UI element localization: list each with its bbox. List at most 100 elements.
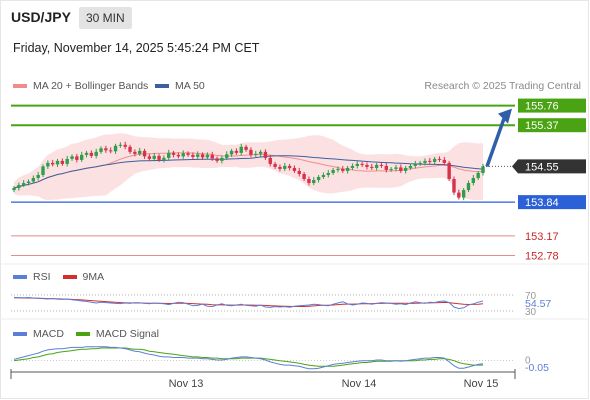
candle-body <box>55 160 60 165</box>
candle <box>336 166 340 173</box>
candle <box>408 163 413 170</box>
candle-body <box>452 179 456 193</box>
candle-body <box>316 176 321 181</box>
timeframe-button[interactable]: 30 MIN <box>79 7 132 29</box>
candle-body <box>167 152 171 158</box>
legend-rsi-ma-label: 9MA <box>82 271 105 283</box>
candle <box>99 146 103 154</box>
candle <box>186 151 190 157</box>
candle-body <box>147 156 152 159</box>
candle <box>75 153 79 163</box>
candle-body <box>123 144 127 147</box>
candle <box>399 164 403 173</box>
ma50-line <box>13 155 484 189</box>
candle <box>471 174 476 186</box>
candle <box>21 180 26 188</box>
candle-body <box>312 180 316 184</box>
rsi-level-label: 70 <box>525 291 537 302</box>
candle-body <box>41 166 45 175</box>
candle <box>225 151 229 160</box>
candle <box>447 160 451 182</box>
level-minor: 153.17 <box>11 231 559 243</box>
candle <box>316 174 321 183</box>
legend-ma50: MA 50 <box>155 80 205 92</box>
candle <box>79 151 84 162</box>
level-current: 154.55 <box>483 159 586 174</box>
candle-body <box>17 185 21 189</box>
candle-body <box>171 152 176 155</box>
candle <box>239 143 243 156</box>
candle <box>113 143 118 154</box>
candle-body <box>99 148 103 152</box>
candle <box>234 148 239 155</box>
rsi-value-label: 54.57 <box>525 298 551 310</box>
candle-body <box>442 159 447 163</box>
candle-body <box>428 160 432 162</box>
candle-body <box>46 162 50 167</box>
candle-body <box>205 154 210 158</box>
ma50-swatch <box>155 84 169 88</box>
macd-value-label: -0.05 <box>525 362 549 374</box>
candle <box>181 150 185 159</box>
candle-body <box>336 168 340 170</box>
candle <box>403 165 408 174</box>
candle <box>128 144 132 154</box>
candle <box>428 157 432 164</box>
candle <box>65 155 69 167</box>
candle-body <box>60 160 65 164</box>
legend-ma50-label: MA 50 <box>175 80 205 92</box>
candle-body <box>403 167 408 171</box>
candle-body <box>457 192 461 198</box>
candle <box>89 150 94 158</box>
candle <box>133 149 137 157</box>
candle <box>205 152 210 160</box>
candle <box>452 176 456 196</box>
candle <box>196 151 200 159</box>
candle <box>287 163 292 171</box>
candle-body <box>365 164 369 167</box>
candle <box>26 179 31 186</box>
level-resistance: 155.37 <box>11 118 586 133</box>
candle-body <box>379 164 384 166</box>
candle-body <box>36 174 40 178</box>
candle <box>263 149 268 160</box>
candle-body <box>118 144 123 146</box>
candle-body <box>399 167 403 171</box>
level-tag <box>518 195 586 210</box>
candle <box>341 165 345 173</box>
credit: Research © 2025 Trading Central <box>424 80 581 92</box>
candle <box>437 156 442 162</box>
candle <box>476 170 480 181</box>
candle <box>70 154 74 161</box>
candle <box>167 149 171 160</box>
level-label: 155.76 <box>525 101 559 113</box>
projection-arrow <box>485 108 512 168</box>
rsi-level-label: 30 <box>525 307 537 318</box>
candle-body <box>283 165 287 169</box>
arrow-shaft <box>485 117 506 168</box>
legend-macd-label: MACD <box>33 328 64 340</box>
candle-body <box>50 162 55 165</box>
candle-body <box>244 146 248 150</box>
candle-body <box>79 154 84 160</box>
symbol-title: USD/JPY <box>11 9 71 25</box>
candle <box>162 155 166 163</box>
candle <box>200 152 205 160</box>
candle <box>229 148 234 157</box>
candle <box>215 156 219 163</box>
level-tag <box>518 98 586 113</box>
candle-body <box>481 166 485 173</box>
arrow-head <box>498 108 512 124</box>
candle-body <box>302 173 306 179</box>
candle-body <box>94 151 98 156</box>
candle-body <box>292 167 297 171</box>
candle-body <box>321 174 326 177</box>
candle-body <box>186 153 190 155</box>
candle <box>461 188 466 201</box>
candle-body <box>258 151 263 154</box>
candle-body <box>254 153 258 155</box>
candle <box>31 175 36 184</box>
candle <box>297 167 301 177</box>
candle-body <box>476 172 480 178</box>
